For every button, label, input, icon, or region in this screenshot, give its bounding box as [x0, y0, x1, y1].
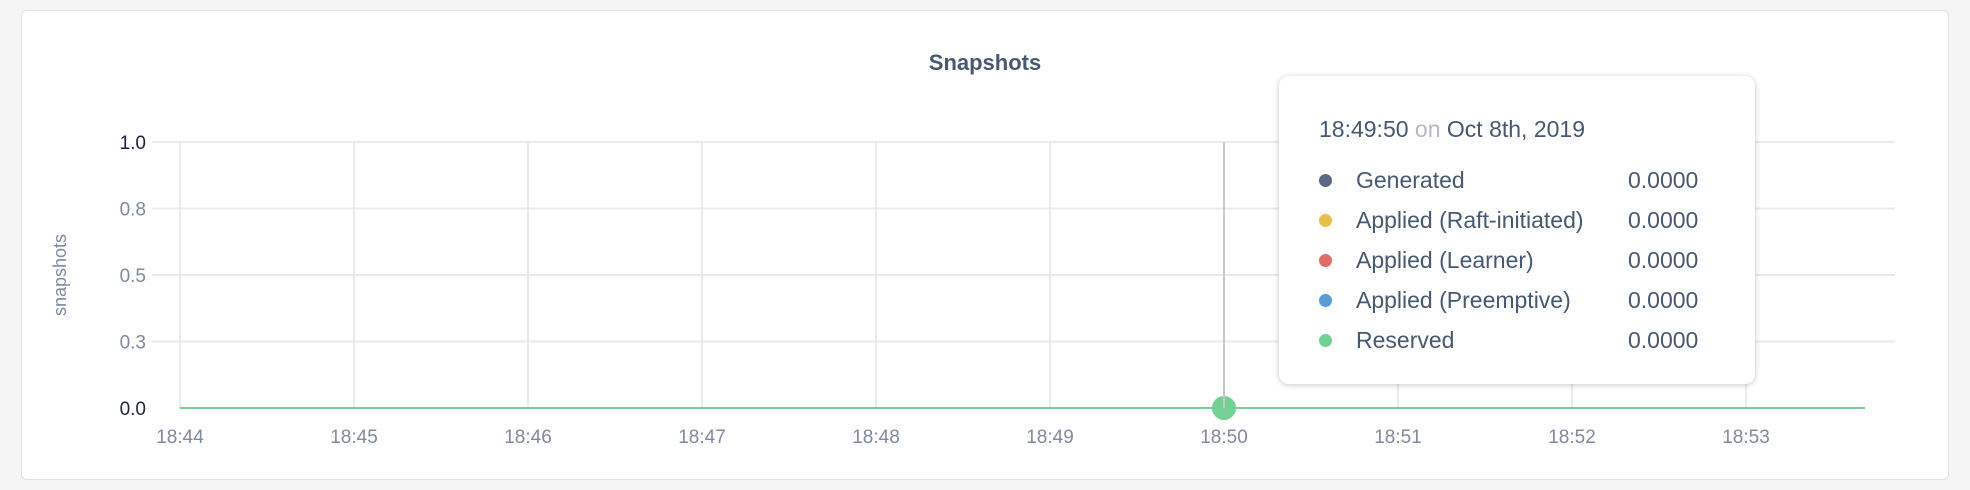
- tooltip-row: Applied (Learner) 0.0000: [1319, 240, 1755, 280]
- x-tick-label: 18:46: [504, 427, 552, 448]
- legend-dot-icon: [1319, 213, 1332, 227]
- legend-dot-icon: [1319, 173, 1332, 187]
- tooltip-date: Oct 8th, 2019: [1446, 116, 1585, 142]
- tooltip-series-label: Generated: [1356, 166, 1465, 193]
- tooltip-series-label: Reserved: [1356, 326, 1455, 353]
- tooltip-row: Reserved 0.0000: [1319, 320, 1755, 360]
- tooltip-row: Applied (Preemptive) 0.0000: [1319, 280, 1755, 320]
- x-tick-label: 18:44: [156, 427, 204, 448]
- y-tick-label: 0.8: [120, 200, 146, 221]
- tooltip-on: on: [1414, 116, 1441, 142]
- tooltip-series-value: 0.0000: [1628, 286, 1699, 313]
- chart-title: Snapshots: [929, 50, 1041, 75]
- legend-dot-icon: [1319, 333, 1332, 347]
- x-tick-label: 18:53: [1722, 427, 1770, 448]
- legend-dot-icon: [1319, 293, 1332, 307]
- tooltip-series-value: 0.0000: [1628, 326, 1699, 353]
- tooltip-series-label: Applied (Preemptive): [1356, 286, 1571, 313]
- x-tick-label: 18:48: [852, 427, 900, 448]
- x-tick-label: 18:45: [330, 427, 378, 448]
- x-tick-label: 18:49: [1026, 427, 1074, 448]
- y-tick-label: 0.0: [120, 399, 146, 420]
- tooltip-time: 18:49:50: [1319, 116, 1409, 142]
- tooltip-series-label: Applied (Raft-initiated): [1356, 206, 1584, 233]
- y-tick-label: 1.0: [120, 133, 146, 154]
- tooltip-timestamp: 18:49:50 on Oct 8th, 2019: [1319, 116, 1755, 160]
- y-tick-label: 0.5: [120, 266, 146, 287]
- tooltip-series-value: 0.0000: [1628, 246, 1699, 273]
- y-tick-label: 0.3: [120, 333, 146, 354]
- x-tick-label: 18:50: [1200, 427, 1248, 448]
- tooltip-series-value: 0.0000: [1628, 166, 1699, 193]
- x-tick-label: 18:47: [678, 427, 726, 448]
- legend-dot-icon: [1319, 253, 1332, 267]
- x-tick-label: 18:52: [1548, 427, 1596, 448]
- tooltip-series-value: 0.0000: [1628, 206, 1699, 233]
- y-axis-label: snapshots: [50, 234, 70, 316]
- tooltip-series-label: Applied (Learner): [1356, 246, 1534, 273]
- x-tick-label: 18:51: [1374, 427, 1422, 448]
- tooltip-row: Generated 0.0000: [1319, 160, 1755, 200]
- chart-tooltip: 18:49:50 on Oct 8th, 2019 Generated 0.00…: [1279, 76, 1755, 384]
- tooltip-row: Applied (Raft-initiated) 0.0000: [1319, 200, 1755, 240]
